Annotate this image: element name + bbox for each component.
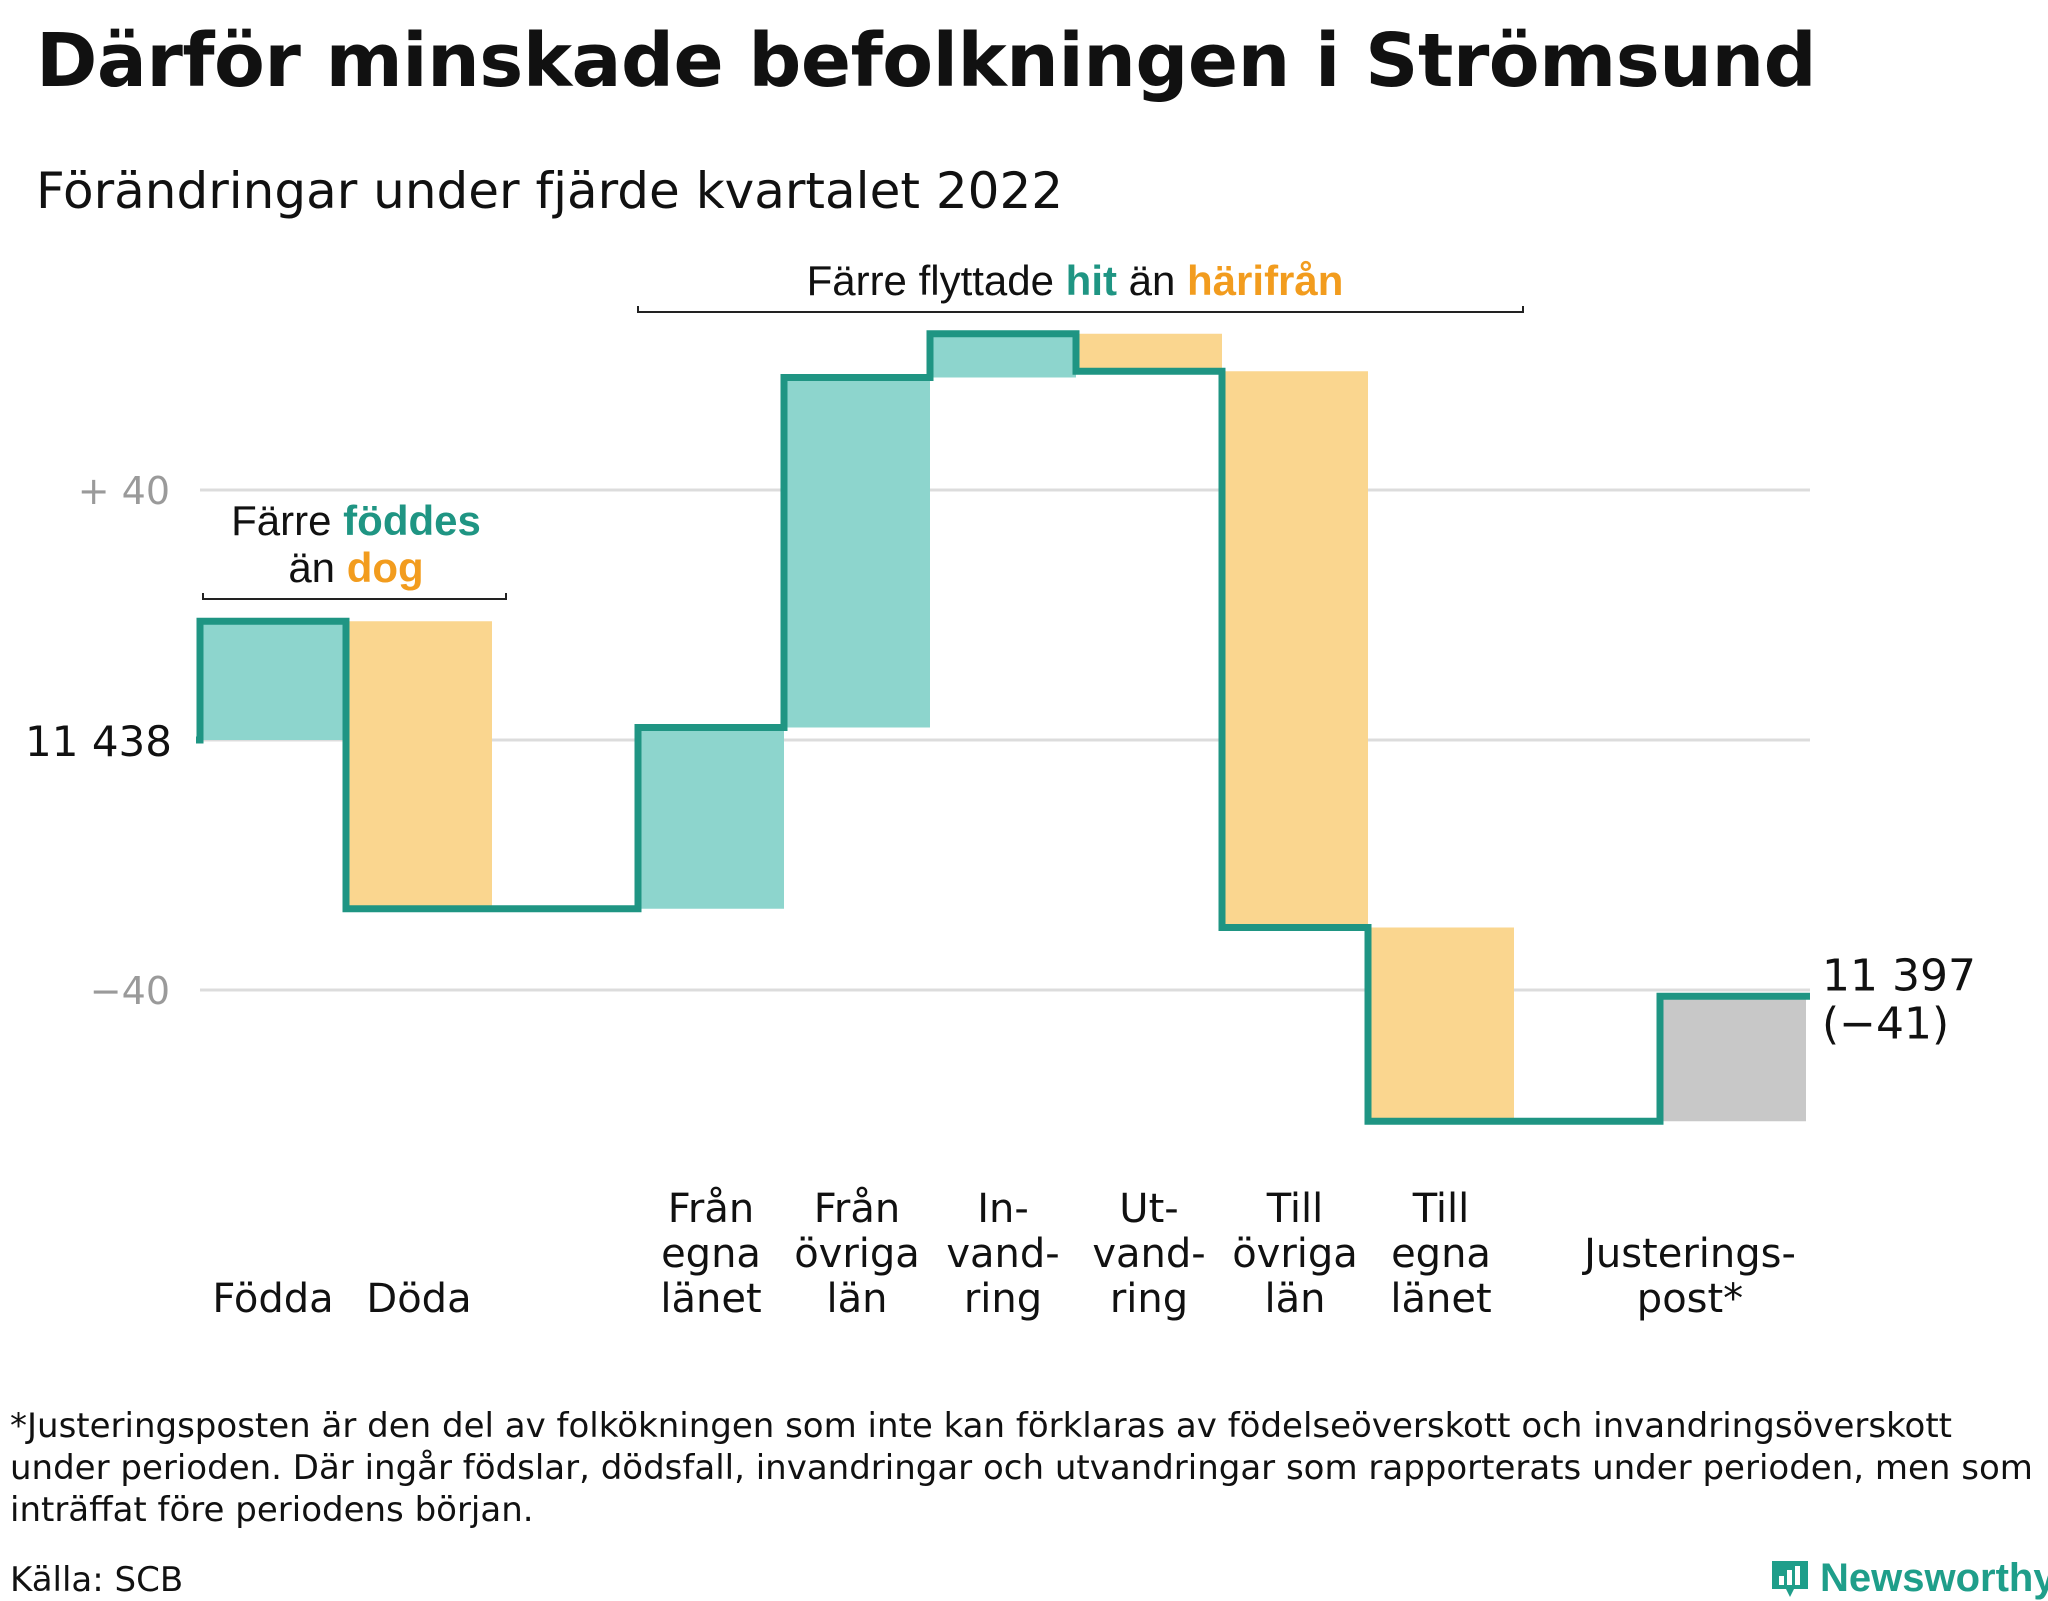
bar-out [346, 621, 492, 909]
y-tick-label: −40 [90, 969, 170, 1013]
source-label: Källa: SCB [10, 1560, 184, 1600]
category-label: Från egna länet [660, 1186, 761, 1322]
end-change-label: (−41) [1822, 998, 1949, 1049]
brand-label: Newsworthy [1820, 1556, 2048, 1600]
chart-subtitle: Förändringar under fjärde kvartalet 2022 [36, 162, 1064, 220]
cumulative-line [196, 330, 1810, 1125]
bars [200, 333, 1806, 1122]
bar-out [1368, 927, 1514, 1122]
category-label: Ut-vand-ring [1092, 1186, 1205, 1322]
bar-in [200, 621, 346, 740]
category-label: Till egna länet [1390, 1186, 1491, 1322]
chart-title: Därför minskade befolkningen i Strömsund [36, 18, 1817, 104]
category-labels: Födda Döda Från egna länet Från övriga länIn-va… [212, 1186, 1796, 1322]
waterfall-chart: + 40 −40 11 438 11 397(−41) Födda Döda Från egn… [25, 257, 1976, 1322]
category-label: In-vand-ring [946, 1186, 1059, 1322]
bar-in [638, 727, 784, 909]
bar-in [930, 333, 1076, 378]
annotation-migration-bracket [637, 306, 1524, 313]
footnote: *Justeringsposten är den del av folkökni… [10, 1406, 2033, 1530]
bar-out [1076, 333, 1222, 372]
start-value-label: 11 438 [25, 717, 172, 766]
category-label: Justerings-post* [1581, 1231, 1796, 1322]
category-label: Från övriga län [794, 1186, 920, 1322]
annotation-births-bracket [202, 593, 507, 600]
y-tick-label: + 40 [78, 469, 170, 513]
annotation-births-line1: Färre föddes [231, 497, 481, 544]
bar-in [784, 377, 930, 728]
annotation-migration: Färre flyttade hit än härifrån [807, 257, 1344, 304]
category-label: Döda [366, 1276, 471, 1322]
annotation-births-line2: än dog [288, 544, 423, 591]
category-label: Till övriga län [1232, 1186, 1358, 1322]
category-label: Födda [212, 1276, 333, 1322]
newsworthy-icon [1772, 1560, 1808, 1597]
bar-adjust [1660, 996, 1806, 1122]
bar-out [1222, 371, 1368, 928]
newsworthy-logo: Newsworthy [1770, 1556, 2048, 1601]
end-value-label: 11 397 [1822, 950, 1976, 1001]
